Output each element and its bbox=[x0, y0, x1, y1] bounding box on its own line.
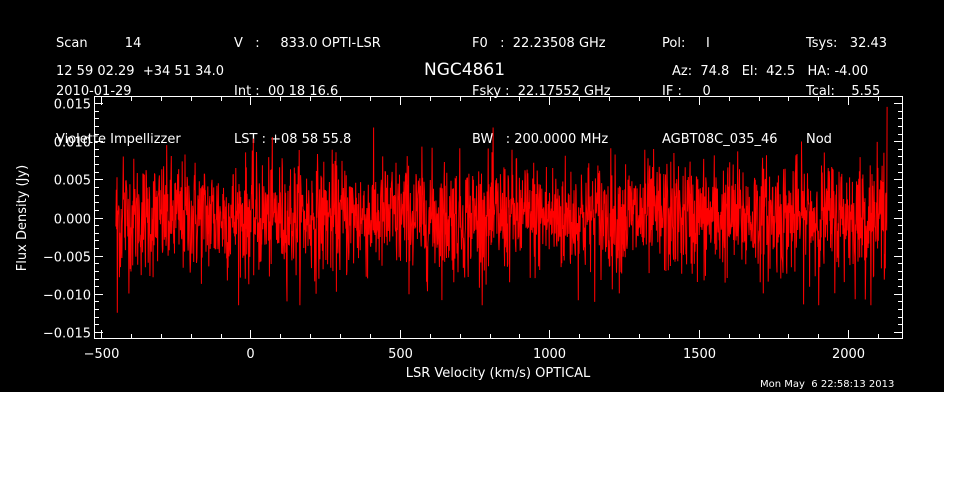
observer-line: Violette Impellizzer bbox=[56, 132, 181, 147]
header-tsys-info: Tsys: 32.43 Tcal: 5.55 Nod bbox=[806, 4, 887, 180]
pol-line: Pol: I bbox=[662, 36, 710, 51]
if-line: IF : 0 bbox=[662, 84, 711, 99]
x-axis-label: LSR Velocity (km/s) OPTICAL bbox=[406, 366, 591, 381]
bw-line: BW : 200.0000 MHz bbox=[472, 132, 609, 147]
plot-panel: Scan 14 2010-01-29 Violette Impellizzer … bbox=[0, 0, 944, 392]
y-tick-label: −0.010 bbox=[43, 289, 91, 304]
header-velocity-info: V : 833.0 OPTI-LSR Int : 00 18 16.6 LST … bbox=[234, 4, 381, 180]
integration-line: Int : 00 18 16.6 bbox=[234, 84, 339, 99]
header-pol-info: Pol: I IF : 0 AGBT08C_035_46 bbox=[662, 4, 778, 180]
tcal-line: Tcal: 5.55 bbox=[806, 84, 881, 99]
date-line: 2010-01-29 bbox=[56, 84, 132, 99]
header-frequency-info: F0 : 22.23508 GHz Fsky : 22.17552 GHz BW… bbox=[472, 4, 611, 180]
x-tick-label: 1500 bbox=[683, 347, 716, 362]
y-tick-label: 0.015 bbox=[54, 98, 91, 113]
y-tick-label: −0.015 bbox=[43, 327, 91, 342]
f0-line: F0 : 22.23508 GHz bbox=[472, 36, 606, 51]
fsky-line: Fsky : 22.17552 GHz bbox=[472, 84, 611, 99]
az-el-ha-readout: Az: 74.8 El: 42.5 HA: -4.00 bbox=[672, 64, 869, 79]
y-tick-label: 0.000 bbox=[54, 213, 91, 228]
scan-line: Scan 14 bbox=[56, 36, 142, 51]
y-tick-label: −0.005 bbox=[43, 251, 91, 266]
x-tick-label: 0 bbox=[246, 347, 254, 362]
plot-frame bbox=[94, 96, 903, 339]
y-axis-label: Flux Density (Jy) bbox=[15, 165, 30, 271]
tsys-line: Tsys: 32.43 bbox=[806, 36, 888, 51]
spectrum-line bbox=[115, 106, 888, 313]
y-tick-label: 0.005 bbox=[54, 174, 91, 189]
header-scan-info: Scan 14 2010-01-29 Violette Impellizzer bbox=[56, 4, 181, 180]
plot-timestamp: Mon May 6 22:58:13 2013 bbox=[760, 379, 895, 390]
velocity-line: V : 833.0 OPTI-LSR bbox=[234, 36, 381, 51]
source-name-title: NGC4861 bbox=[424, 60, 506, 80]
spectrum-series bbox=[115, 106, 888, 313]
spectrum-chart: −500 0 500 1000 1500 2000 −0.015 −0.010 −0.005 0… bbox=[15, 96, 903, 381]
lst-line: LST : +08 58 55.8 bbox=[234, 132, 352, 147]
project-line: AGBT08C_035_46 bbox=[662, 132, 778, 147]
nod-line: Nod bbox=[806, 132, 832, 147]
source-coordinates: 12 59 02.29 +34 51 34.0 bbox=[56, 64, 225, 79]
x-axis-ticks: −500 0 500 1000 1500 2000 bbox=[84, 97, 879, 362]
x-tick-label: 2000 bbox=[832, 347, 865, 362]
x-tick-label: −500 bbox=[84, 347, 120, 362]
x-tick-label: 1000 bbox=[533, 347, 566, 362]
y-axis-ticks: −0.015 −0.010 −0.005 0.000 0.005 0.010 0.015 bbox=[43, 98, 902, 342]
y-tick-label: 0.010 bbox=[54, 136, 91, 151]
x-tick-label: 500 bbox=[388, 347, 413, 362]
